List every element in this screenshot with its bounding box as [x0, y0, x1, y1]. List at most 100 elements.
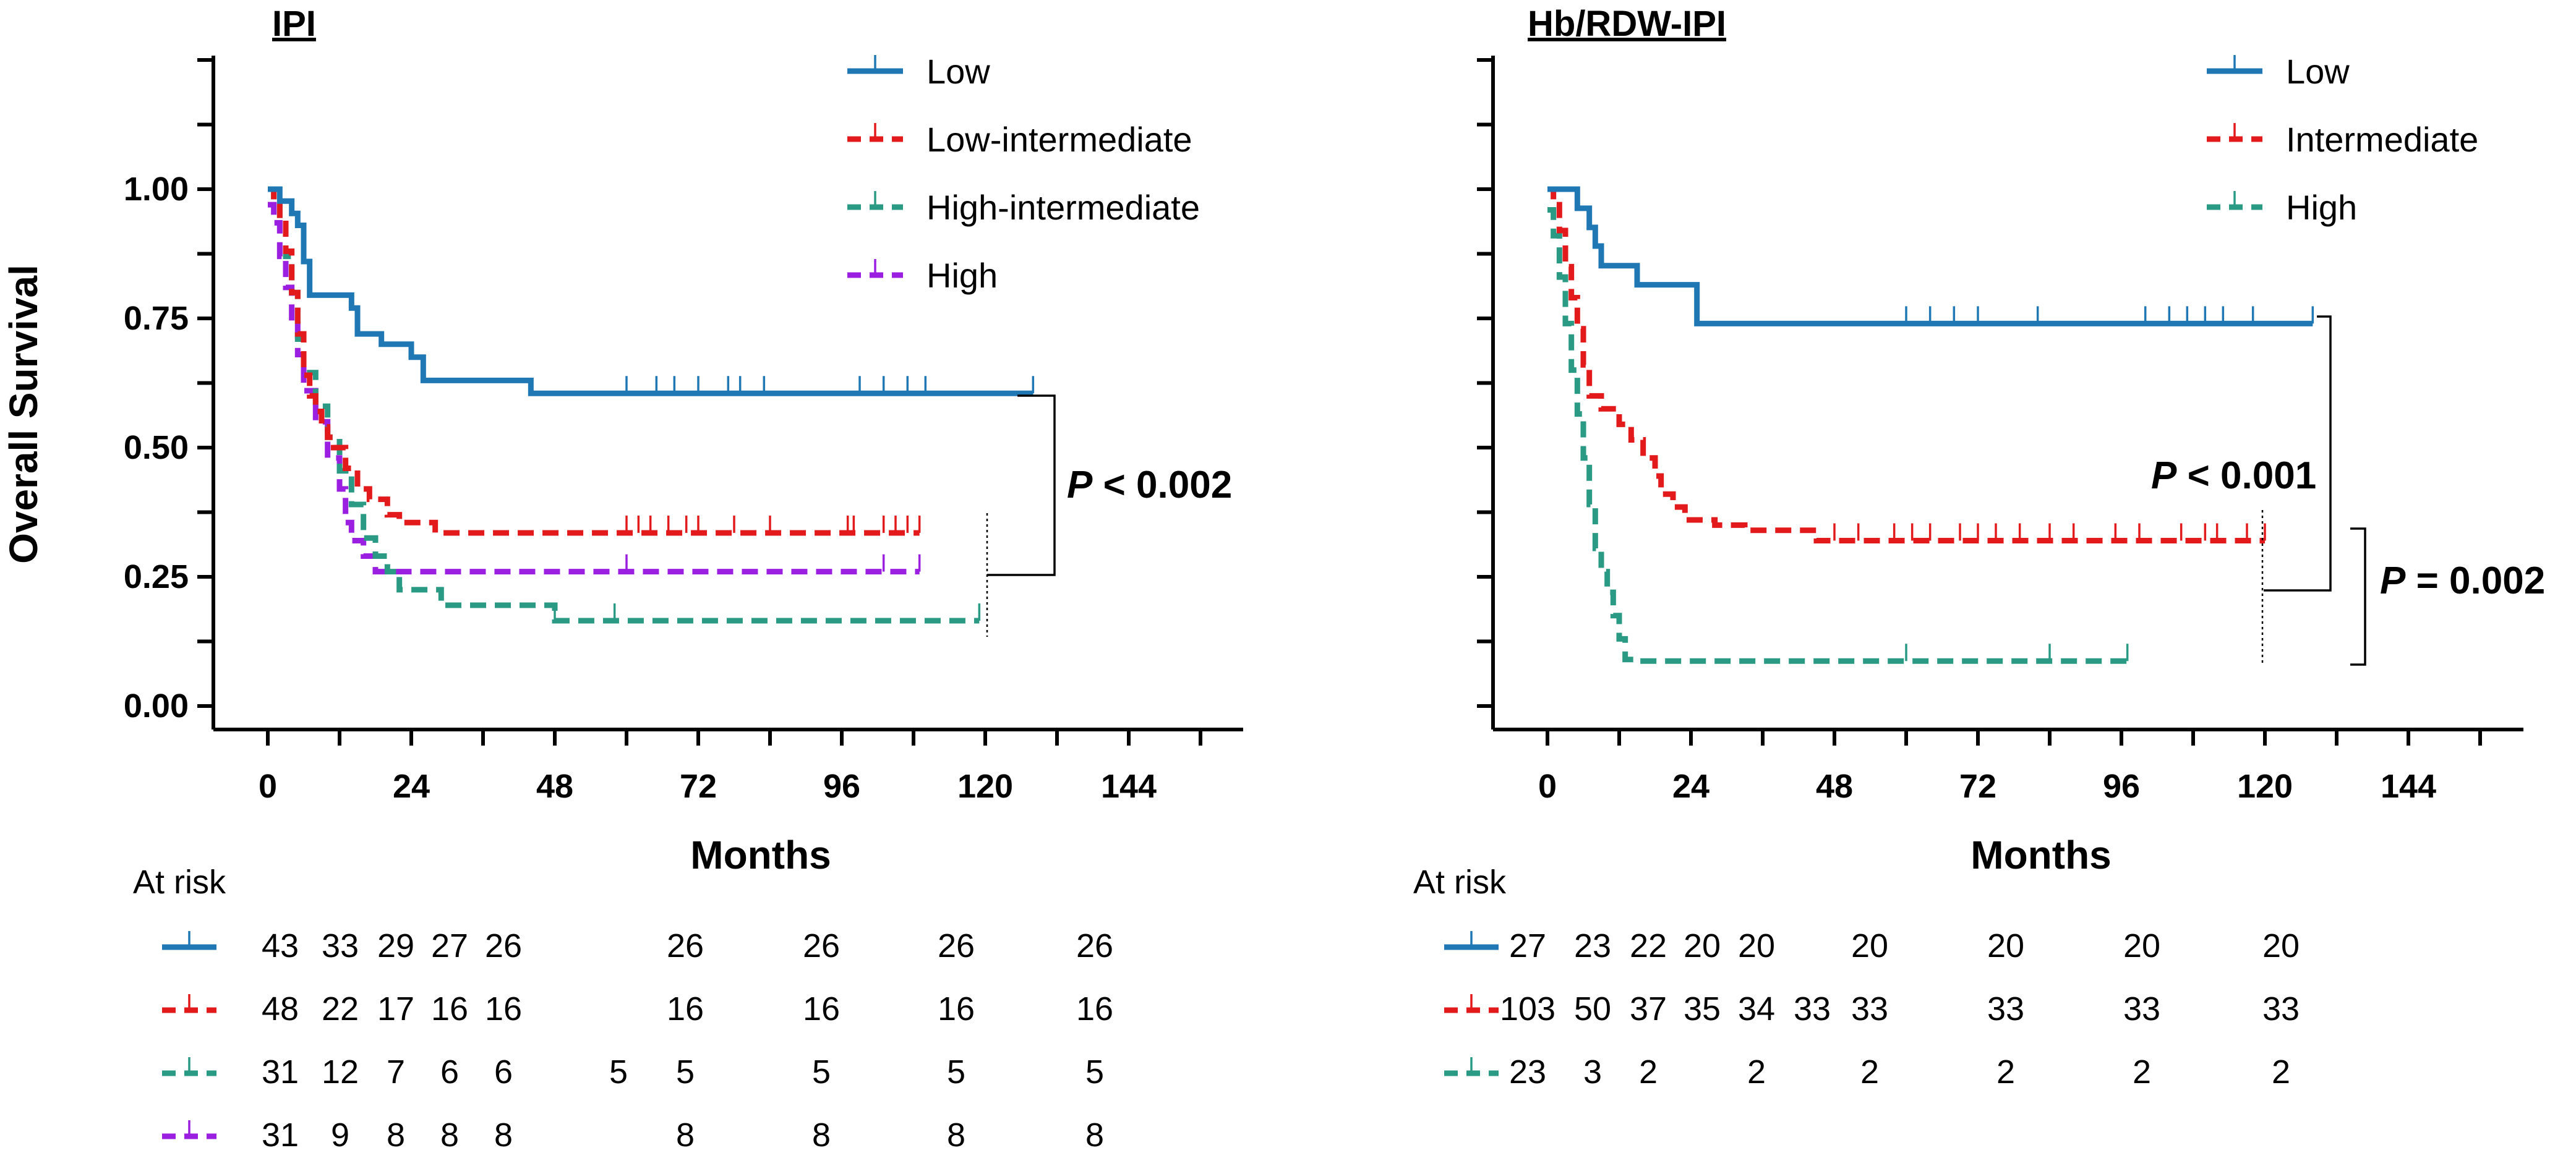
at-risk-count: 2: [1747, 1053, 1766, 1091]
at-risk-count: 22: [322, 990, 359, 1027]
at-risk-count: 20: [2262, 927, 2300, 964]
legend-label: Low-intermediate: [926, 120, 1192, 159]
x-tick-label: 144: [2381, 768, 2436, 805]
at-risk-count: 22: [1630, 927, 1667, 964]
at-risk-count: 12: [322, 1053, 359, 1091]
at-risk-count: 7: [387, 1053, 405, 1091]
at-risk-count: 5: [609, 1053, 628, 1091]
at-risk-count: 2: [2133, 1053, 2151, 1091]
at-risk-count: 33: [2262, 990, 2300, 1027]
x-axis-label: Months: [690, 833, 831, 877]
at-risk-count: 23: [1509, 1053, 1546, 1091]
legend-label: Low: [926, 52, 990, 91]
at-risk-count: 26: [803, 927, 840, 964]
panel-title: Hb/RDW-IPI: [1528, 4, 1726, 44]
y-axis-label: Overall Survival: [1, 265, 46, 564]
at-risk-count: 16: [431, 990, 468, 1027]
at-risk-count: 16: [938, 990, 975, 1027]
x-tick-label: 120: [957, 768, 1013, 805]
legend-label: High-intermediate: [926, 188, 1200, 227]
at-risk-count: 8: [812, 1117, 831, 1153]
x-tick-label: 72: [680, 768, 717, 805]
at-risk-count: 33: [1987, 990, 2024, 1027]
x-tick-label: 0: [1538, 768, 1557, 805]
at-risk-count: 6: [440, 1053, 459, 1091]
at-risk-count: 8: [387, 1117, 405, 1153]
at-risk-header: At risk: [133, 864, 226, 901]
at-risk-count: 23: [1574, 927, 1611, 964]
at-risk-count: 16: [1076, 990, 1113, 1027]
x-tick-label: 24: [393, 768, 430, 805]
p-symbol: P: [2380, 559, 2406, 602]
at-risk-count: 2: [1996, 1053, 2015, 1091]
at-risk-count: 29: [377, 927, 414, 964]
at-risk-count: 2: [2272, 1053, 2290, 1091]
km-curve-low-intermediate: [268, 186, 920, 536]
at-risk-count: 33: [2123, 990, 2160, 1027]
p-value-text: = 0.002: [2405, 559, 2545, 602]
at-risk-count: 48: [262, 990, 299, 1027]
at-risk-count: 50: [1574, 990, 1611, 1027]
at-risk-count: 26: [667, 927, 704, 964]
km-curve-high-intermediate: [268, 186, 980, 624]
p-symbol: P: [1067, 464, 1093, 506]
at-risk-count: 5: [947, 1053, 965, 1091]
km-panel-2: Hb/RDW-IPI 0 24 48 72 96 120 144 Months Low Interm…: [1413, 4, 2545, 1091]
legend-label: High: [926, 256, 998, 295]
at-risk-count: 43: [262, 927, 299, 964]
at-risk-count: 16: [667, 990, 704, 1027]
at-risk-count: 27: [1509, 927, 1546, 964]
at-risk-header: At risk: [1413, 864, 1507, 901]
at-risk-count: 8: [1085, 1117, 1104, 1153]
x-tick-label: 48: [536, 768, 573, 805]
at-risk-count: 33: [1851, 990, 1888, 1027]
at-risk-count: 16: [485, 990, 522, 1027]
at-risk-count: 33: [322, 927, 359, 964]
x-tick-label: 96: [2103, 768, 2140, 805]
at-risk-count: 8: [494, 1117, 513, 1153]
p-value-text: < 0.001: [2176, 454, 2316, 497]
p-value-text: < 0.002: [1092, 464, 1232, 506]
km-curve-high: [268, 202, 920, 575]
x-tick-label: 24: [1672, 768, 1709, 805]
at-risk-count: 20: [2123, 927, 2160, 964]
at-risk-count: 37: [1630, 990, 1667, 1027]
at-risk-count: 27: [431, 927, 468, 964]
at-risk-count: 20: [1684, 927, 1721, 964]
at-risk-count: 17: [377, 990, 414, 1027]
at-risk-count: 8: [947, 1117, 965, 1153]
y-tick-label: 0.75: [124, 300, 189, 337]
y-tick-label: 0.50: [124, 429, 189, 466]
km-curve-low: [1547, 186, 2313, 326]
at-risk-count: 2: [1860, 1053, 1879, 1091]
km-curve-low: [268, 186, 1033, 396]
at-risk-count: 2: [1639, 1053, 1658, 1091]
at-risk-count: 5: [676, 1053, 695, 1091]
x-tick-label: 96: [823, 768, 860, 805]
at-risk-count: 26: [1076, 927, 1113, 964]
x-tick-label: 144: [1101, 768, 1157, 805]
at-risk-count: 26: [485, 927, 522, 964]
y-tick-label: 0.25: [124, 558, 189, 595]
at-risk-count: 26: [938, 927, 975, 964]
p-value-label: P < 0.001: [2151, 454, 2316, 497]
x-tick-label: 72: [1959, 768, 1996, 805]
at-risk-count: 20: [1738, 927, 1775, 964]
at-risk-count: 5: [1085, 1053, 1104, 1091]
at-risk-count: 31: [262, 1053, 299, 1091]
y-tick-label: 0.00: [124, 687, 189, 725]
x-axis-label: Months: [1971, 833, 2112, 877]
at-risk-count: 34: [1738, 990, 1775, 1027]
x-tick-label: 0: [259, 768, 277, 805]
p-symbol: P: [2151, 454, 2177, 497]
at-risk-count: 20: [1851, 927, 1888, 964]
p-value-label: P < 0.002: [1067, 464, 1232, 506]
at-risk-count: 9: [331, 1117, 349, 1153]
at-risk-count: 33: [1794, 990, 1831, 1027]
at-risk-count: 31: [262, 1117, 299, 1153]
at-risk-count: 5: [812, 1053, 831, 1091]
at-risk-count: 35: [1684, 990, 1721, 1027]
at-risk-count: 16: [803, 990, 840, 1027]
